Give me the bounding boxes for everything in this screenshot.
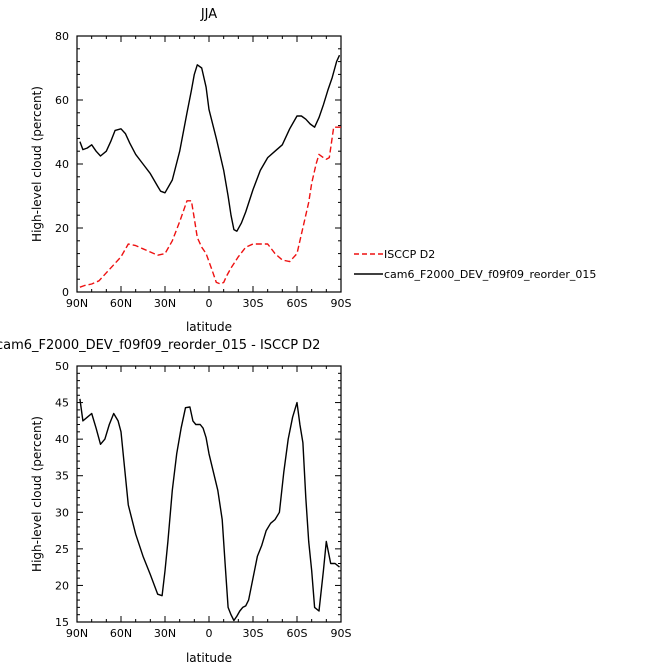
panel-2-x-axis-label: latitude [186,651,232,665]
panel-2-y-tick-label: 30 [55,506,69,519]
panel-2-x-tick-label: 90N [66,627,88,640]
panel-2-y-tick-label: 35 [55,470,69,483]
panel-2-y-tick-label: 40 [55,433,69,446]
panel-1-x-axis-label: latitude [186,320,232,334]
panel-2-y-tick-label: 50 [55,360,69,373]
panel-1-x-tick-label: 90N [66,297,88,310]
panel-2: cam6_F2000_DEV_f09f09_reorder_015 - ISCC… [0,338,352,665]
panel-2-x-tick-label: 30N [154,627,176,640]
panel-1-y-tick-label: 20 [55,222,69,235]
panel-2-x-tick-label: 60S [287,627,308,640]
panel-1-y-tick-label: 80 [55,30,69,43]
panel-2-y-axis-label: High-level cloud (percent) [30,416,44,572]
panel-1-title: JJA [200,7,217,22]
panel-1-series-line-2 [79,54,341,232]
panel-2-y-tick-label: 20 [55,579,69,592]
panel-1-x-tick-label: 0 [206,297,213,310]
panel-1-y-tick-label: 0 [62,286,69,299]
panel-2-x-tick-label: 0 [206,627,213,640]
panel-1: JJA 90N 60N 30N 0 30S 60S 90S 0 20 40 60 80 latitud… [30,7,352,334]
panel-2-title: cam6_F2000_DEV_f09f09_reorder_015 - ISCC… [0,338,320,353]
panel-2-y-tick-label: 25 [55,543,69,556]
panel-2-series-line-1 [79,398,340,622]
panel-1-x-tick-label: 90S [331,297,352,310]
legend-label-isccp-d2: ISCCP D2 [384,248,435,261]
panel-1-x-tick-label: 30S [243,297,264,310]
panel-1-ticks: 90N 60N 30N 0 30S 60S 90S 0 20 40 60 80 [55,30,352,310]
panel-2-ticks: 90N 60N 30N 0 30S 60S 90S 15 20 25 30 35 40 45 50 [55,360,352,640]
panel-1-series-line-1 [79,126,341,288]
panel-1-x-tick-label: 30N [154,297,176,310]
panel-1-lines [79,54,341,288]
panel-1-x-tick-label: 60S [287,297,308,310]
legend-label-cam6: cam6_F2000_DEV_f09f09_reorder_015 [384,268,596,281]
panel-2-lines [79,398,340,622]
legend: ISCCP D2 cam6_F2000_DEV_f09f09_reorder_0… [354,248,596,281]
panel-2-plot-frame [76,365,342,623]
panel-2-y-tick-label: 15 [55,616,69,629]
panel-1-y-tick-label: 60 [55,94,69,107]
panel-2-x-tick-label: 60N [110,627,132,640]
panel-2-y-tick-label: 45 [55,397,69,410]
panel-1-y-tick-label: 40 [55,158,69,171]
panel-2-x-tick-label: 30S [243,627,264,640]
panel-1-x-tick-label: 60N [110,297,132,310]
panel-1-y-axis-label: High-level cloud (percent) [30,86,44,242]
panel-2-x-tick-label: 90S [331,627,352,640]
panel-1-plot-frame [76,35,342,293]
